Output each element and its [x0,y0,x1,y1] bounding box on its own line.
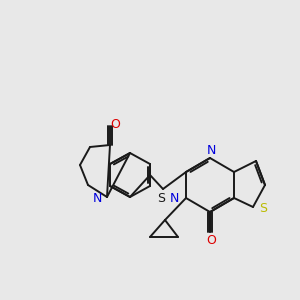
Text: S: S [157,191,165,205]
Text: N: N [206,145,216,158]
Text: N: N [169,193,179,206]
Text: S: S [259,202,267,215]
Text: O: O [110,118,120,130]
Text: N: N [92,191,102,205]
Text: O: O [206,235,216,248]
